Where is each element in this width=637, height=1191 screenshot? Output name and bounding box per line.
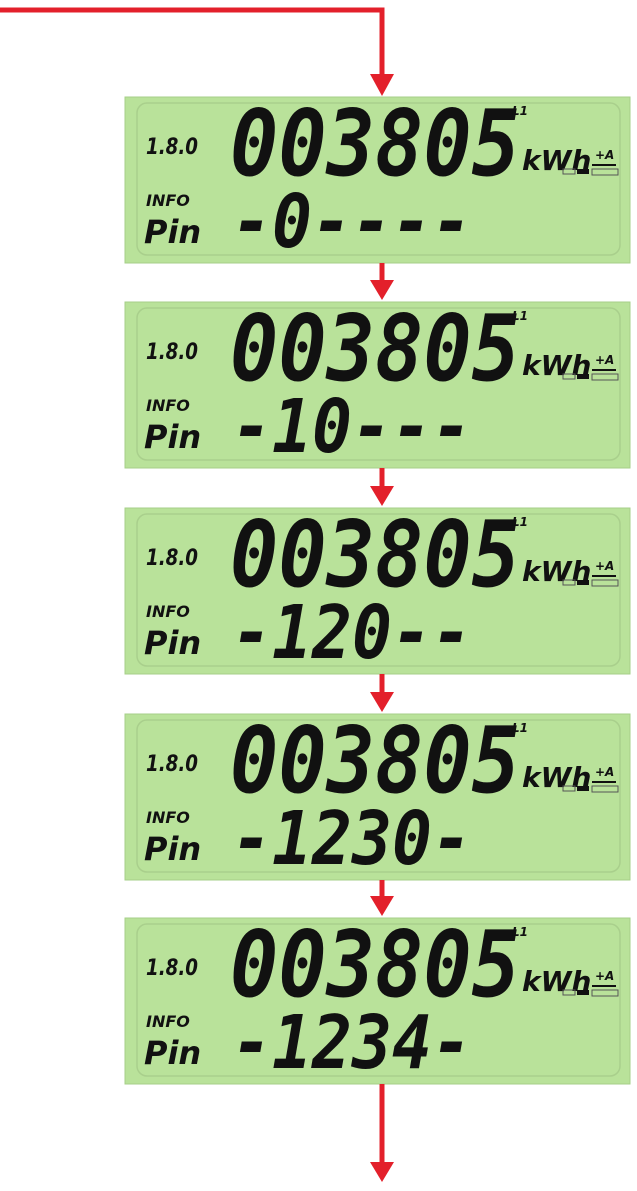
register-code: 1.8.0 xyxy=(146,752,198,777)
pin-label: Pin xyxy=(144,213,201,251)
direction-indicator: +A xyxy=(595,969,614,983)
pin-entry: -120-- xyxy=(232,590,472,676)
pin-entry-diagram: 1.8.0003805kWhL1+AINFOPin-0----1.8.00038… xyxy=(0,0,637,1191)
mode-label: INFO xyxy=(146,396,190,415)
phase-indicator: L1 xyxy=(512,925,528,939)
direction-indicator: +A xyxy=(595,353,614,367)
mode-label: INFO xyxy=(146,191,190,210)
register-code: 1.8.0 xyxy=(146,135,198,160)
pin-entry: -10--- xyxy=(232,384,472,470)
direction-indicator: +A xyxy=(595,765,614,779)
phase-indicator: L1 xyxy=(512,515,528,529)
arrow-head xyxy=(370,1162,394,1182)
pin-entry: -1234- xyxy=(232,1000,472,1086)
phase-indicator: L1 xyxy=(512,309,528,323)
bar-seg xyxy=(577,990,589,995)
mode-label: INFO xyxy=(146,808,190,827)
phase-indicator: L1 xyxy=(512,721,528,735)
bar-seg xyxy=(577,786,589,791)
pin-label: Pin xyxy=(144,830,201,868)
direction-indicator: +A xyxy=(595,559,614,573)
bar-seg xyxy=(577,374,589,379)
entry-arrow xyxy=(0,10,382,78)
pin-label: Pin xyxy=(144,1034,201,1072)
direction-indicator: +A xyxy=(595,148,614,162)
pin-entry: -1230- xyxy=(232,796,472,882)
pin-entry: -0---- xyxy=(232,179,472,265)
pin-label: Pin xyxy=(144,418,201,456)
bar-seg xyxy=(577,580,589,585)
mode-label: INFO xyxy=(146,1012,190,1031)
phase-indicator: L1 xyxy=(512,104,528,118)
mode-label: INFO xyxy=(146,602,190,621)
register-code: 1.8.0 xyxy=(146,340,198,365)
bar-seg xyxy=(577,169,589,174)
register-code: 1.8.0 xyxy=(146,956,198,981)
register-code: 1.8.0 xyxy=(146,546,198,571)
pin-label: Pin xyxy=(144,624,201,662)
